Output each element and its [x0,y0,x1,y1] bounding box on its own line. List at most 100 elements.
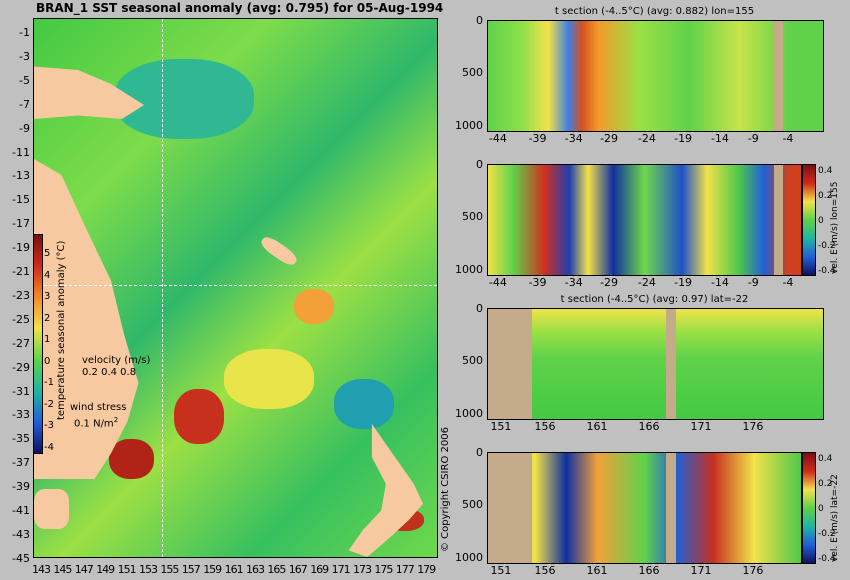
lat-tick-label: -19 [12,241,30,255]
lat-tick-label: -21 [12,265,30,278]
copyright-text: © Copyright CSIRO 2006 [440,427,451,552]
velocity-colorbar-tick: -0.2 [818,529,836,539]
section-plot[interactable] [487,308,824,420]
section-x-tick: 156 [534,420,556,433]
section-x-tick: 151 [490,564,512,577]
section-gap-mask [666,453,676,563]
section-y-tick: 500 [462,354,483,368]
lon-tick-label: 163 [246,563,265,576]
section-gap-mask [666,309,676,419]
warm-anomaly-patch [109,439,154,479]
lat-tick-label: -15 [12,193,30,207]
velocity-colorbar [802,452,816,564]
section-x-tick: -29 [600,276,619,289]
lon-tick-label: 169 [310,563,329,576]
lat-tick-label: -23 [12,288,30,302]
wind-scale: 0.1 N/m2 [74,416,118,429]
section-x-tick: -44 [488,276,507,289]
sst-anomaly-map[interactable] [33,18,438,558]
section-x-tick: 166 [638,564,660,577]
colorbar-tick-label: -4 [44,441,54,453]
lon-tick-label: 165 [267,563,286,576]
section-y-tick: 0 [476,158,483,171]
section-x-tick: 176 [742,564,764,577]
section-plot[interactable] [487,452,802,564]
crosshair-lat-line [34,285,437,286]
lon-tick-label: 145 [53,563,72,576]
section-x-tick: 166 [638,420,660,433]
lat-tick-label: -9 [19,121,30,135]
section-x-tick: -9 [747,132,759,145]
section-x-tick: -19 [674,276,693,289]
warm-anomaly-patch [224,349,314,409]
lat-tick-label: -5 [19,73,30,87]
lat-tick-label: -3 [19,49,30,63]
wind-label: wind stress [70,402,127,413]
lat-tick-label: -39 [12,480,30,494]
map-title: BRAN_1 SST seasonal anomaly (avg: 0.795)… [36,1,444,15]
section-x-tick: 171 [690,564,712,577]
section-x-tick: -44 [488,132,507,145]
section-y-tick: 0 [476,14,483,27]
lon-tick-label: 149 [96,563,115,576]
lon-tick-label: 153 [139,563,158,576]
cool-anomaly-patch [114,59,254,139]
section-x-tick: -14 [710,132,729,145]
section-y-tick: 500 [462,210,483,224]
section-x-tick: 161 [586,564,608,577]
warm-anomaly-patch [294,289,334,324]
section-y-tick: 1000 [455,406,483,420]
section-title: t section (-4..5°C) (avg: 0.97) lat=-22 [560,294,749,305]
colorbar-tick-label: -1 [44,377,54,388]
lat-tick-label: -45 [12,551,30,565]
section-x-tick: -14 [710,276,729,289]
velocity-colorbar-tick: 0.2 [818,479,833,489]
velocity-colorbar-label: vel. E (m/s) lon=155 [830,181,840,274]
velocity-label: velocity (m/s) [82,355,151,366]
section-x-tick: -4 [782,276,794,289]
lon-tick-label: 161 [224,563,244,576]
lon-tick-label: 167 [288,563,308,576]
section-y-tick: 1000 [455,262,483,276]
lat-tick-label: -41 [12,504,30,517]
section-y-tick: 1000 [455,550,483,564]
velocity-colorbar-tick: 0 [818,216,824,226]
section-x-tick: 176 [742,420,764,433]
sst-colorbar [33,234,43,454]
section-x-tick: 151 [490,420,512,433]
tasmania-land [34,489,69,529]
section-y-tick: 0 [476,446,483,459]
lat-tick-label: -25 [12,312,30,326]
new-caledonia-land [258,233,300,269]
section-plot[interactable] [487,20,824,132]
section-y-tick: 500 [462,498,483,512]
lon-tick-label: 147 [74,563,94,576]
lon-tick-label: 143 [32,563,51,576]
velocity-scale: 0.2 0.4 0.8 [82,367,137,378]
section-x-tick: -4 [782,132,794,145]
velocity-colorbar [802,164,816,276]
velocity-colorbar-tick: 0 [818,504,824,514]
section-x-tick: -9 [747,276,759,289]
velocity-colorbar-label: vel. E (m/s) lat=-22 [830,474,840,562]
velocity-colorbar-tick: 0.4 [818,454,833,464]
lon-tick-label: 177 [395,563,415,576]
section-plot[interactable] [487,164,802,276]
section-x-tick: 161 [586,420,608,433]
cool-anomaly-patch [334,379,394,429]
colorbar-tick-label: 2 [44,312,51,324]
section-x-tick: -34 [564,276,583,289]
section-x-tick: -39 [528,132,547,145]
section-y-tick: 0 [476,302,483,315]
new-zealand-land [348,424,424,557]
wind-scale-exponent: 2 [113,416,119,424]
section-x-tick: -24 [637,276,656,289]
velocity-colorbar-tick: -0.4 [818,554,836,564]
lat-tick-label: -1 [19,26,30,39]
lon-tick-label: 171 [331,563,351,576]
lon-tick-label: 159 [203,563,222,576]
velocity-colorbar-tick: -0.2 [818,241,836,251]
section-x-tick: -19 [674,132,693,145]
section-gap-mask [774,21,783,131]
section-x-tick: 171 [690,420,712,433]
